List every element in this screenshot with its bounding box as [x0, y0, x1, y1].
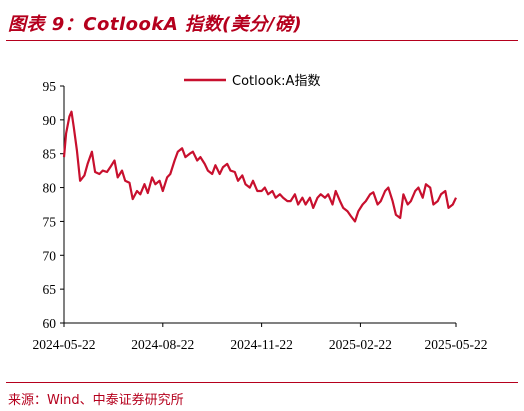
- y-tick-label: 60: [43, 316, 57, 331]
- y-axis: 60 65 70 75 80 85 90 95: [43, 79, 65, 331]
- source-rule: [6, 382, 518, 383]
- x-tick-label: 2024-05-22: [33, 337, 96, 352]
- source-note: 来源：Wind、中泰证券研究所: [8, 393, 184, 408]
- y-tick-label: 70: [43, 248, 57, 263]
- x-tick-label: 2024-08-22: [131, 337, 194, 352]
- series-line: [62, 110, 457, 223]
- y-tick-label: 95: [43, 79, 57, 94]
- series-layer: [62, 110, 457, 223]
- y-tick-label: 85: [43, 147, 57, 162]
- x-tick-label: 2025-02-22: [329, 337, 392, 352]
- y-tick-label: 65: [43, 282, 57, 297]
- legend-label: Cotlook:A指数: [232, 74, 320, 89]
- x-tick-label: 2024-11-22: [230, 337, 293, 352]
- y-tick-label: 80: [43, 181, 57, 196]
- x-tick-label: 2025-05-22: [425, 337, 488, 352]
- legend: Cotlook:A指数: [184, 74, 320, 89]
- title-rule: [6, 40, 518, 41]
- y-tick-label: 75: [43, 214, 57, 229]
- figure-title: 图表 9：CotlookA 指数(美分/磅): [8, 14, 303, 35]
- x-axis: 2024-05-22 2024-08-22 2024-11-22 2025-02-22…: [33, 322, 488, 352]
- y-tick-label: 90: [43, 113, 57, 128]
